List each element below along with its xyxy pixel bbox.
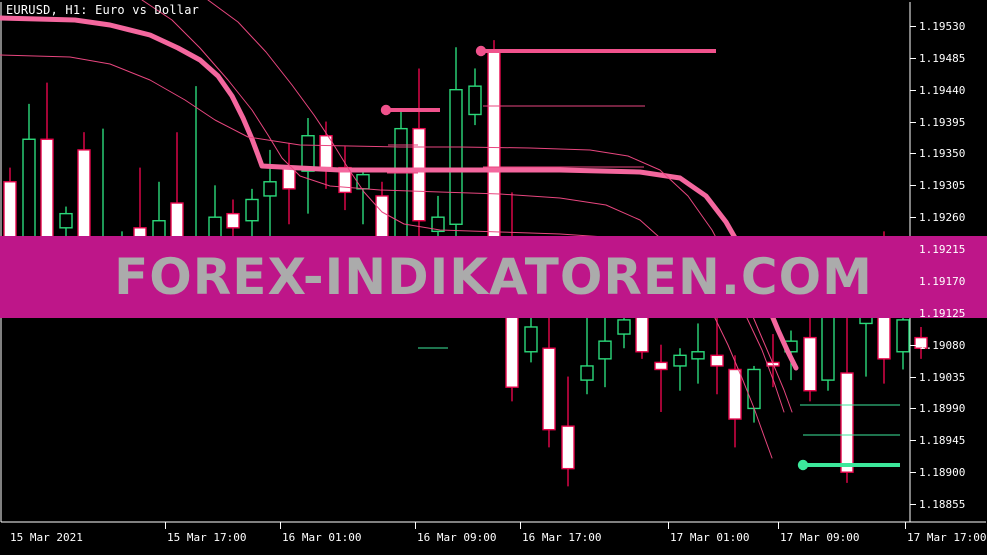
page-title: EURUSD, H1: Euro vs Dollar [6, 3, 200, 17]
price-tick-label: 1.18990 [919, 401, 966, 415]
candlestick [338, 146, 352, 211]
time-tick-label: 17 Mar 17:00 [907, 531, 987, 544]
candlestick [691, 323, 705, 384]
candlestick [747, 365, 761, 423]
price-tick-label: 1.19485 [919, 51, 966, 65]
time-tick-label: 15 Mar 17:00 [167, 531, 247, 544]
candlestick [301, 118, 315, 214]
candlestick [673, 348, 687, 391]
price-tick-label: 1.19170 [919, 274, 966, 288]
time-tick-label: 17 Mar 01:00 [670, 531, 750, 544]
time-tick-label: 15 Mar 2021 [10, 531, 83, 544]
watermark-label: FOREX-INDIKATOREN.COM [114, 248, 873, 306]
candlestick [728, 355, 742, 448]
time-tick-label: 16 Mar 17:00 [522, 531, 602, 544]
candlestick [170, 132, 184, 271]
candlestick [468, 68, 482, 126]
price-tick-label: 1.18855 [919, 497, 966, 511]
price-tick-label: 1.19350 [919, 146, 966, 160]
time-tick-label: 16 Mar 09:00 [417, 531, 497, 544]
price-tick-label: 1.19530 [919, 19, 966, 33]
candlestick [542, 277, 556, 448]
candlestick [654, 344, 668, 412]
resistance-upper [475, 45, 716, 57]
candlestick [524, 309, 538, 363]
price-tick-label: 1.18945 [919, 433, 966, 447]
price-tick-label: 1.19125 [919, 306, 966, 320]
candlestick [803, 305, 817, 402]
ma-mid-thin [0, 54, 793, 413]
candlestick [598, 316, 612, 388]
time-tick-label: 17 Mar 09:00 [780, 531, 860, 544]
time-tick-label: 16 Mar 01:00 [282, 531, 362, 544]
candlestick [245, 188, 259, 257]
price-tick-label: 1.19260 [919, 210, 966, 224]
candlestick [561, 376, 575, 487]
candlestick [449, 47, 463, 239]
price-tick-label: 1.19440 [919, 83, 966, 97]
watermark-banner: FOREX-INDIKATOREN.COM [0, 236, 987, 318]
price-tick-label: 1.19080 [919, 338, 966, 352]
price-tick-label: 1.19035 [919, 370, 966, 384]
candlestick [412, 68, 426, 239]
support-lower [797, 459, 900, 471]
ma-slow-thin [141, 0, 773, 459]
candlestick [914, 326, 928, 359]
price-tick-label: 1.18900 [919, 465, 966, 479]
price-tick-label: 1.19395 [919, 115, 966, 129]
resistance-mid [380, 104, 440, 116]
price-tick-label: 1.19305 [919, 178, 966, 192]
candlestick [840, 249, 854, 483]
price-tick-label: 1.19215 [919, 242, 966, 256]
